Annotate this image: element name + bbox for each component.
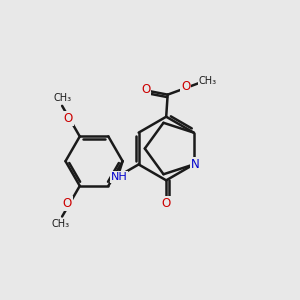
Text: CH₃: CH₃ [199,76,217,86]
Text: CH₃: CH₃ [53,93,71,103]
Text: O: O [162,197,171,210]
Text: O: O [63,197,72,210]
Text: O: O [64,112,73,125]
Text: O: O [141,83,151,96]
Text: CH₃: CH₃ [52,219,70,229]
Text: O: O [181,80,190,93]
Text: NH: NH [111,172,128,182]
Text: N: N [191,158,200,171]
